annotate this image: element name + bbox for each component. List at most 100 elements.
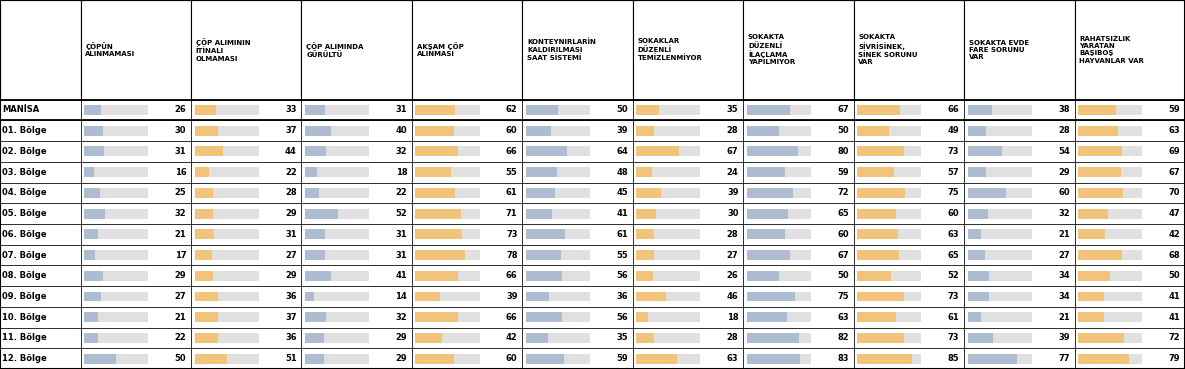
Bar (194, 271, 213, 281)
Bar (1075, 120, 1185, 141)
Bar (743, 0, 853, 100)
Bar (526, 105, 590, 115)
Bar (857, 146, 904, 156)
Text: 50: 50 (174, 354, 186, 363)
Bar (416, 292, 441, 301)
Bar (84, 167, 148, 177)
Bar (305, 188, 369, 198)
Text: 73: 73 (948, 147, 960, 156)
Bar (0, 348, 81, 369)
Bar (81, 100, 191, 120)
Text: 39: 39 (1058, 334, 1070, 342)
Bar (305, 126, 369, 136)
Text: 36: 36 (616, 292, 628, 301)
Text: 39: 39 (726, 188, 738, 197)
Text: 60: 60 (1058, 188, 1070, 197)
Text: 37: 37 (286, 126, 296, 135)
Text: 70: 70 (1168, 188, 1180, 197)
Bar (301, 328, 412, 348)
Bar (853, 348, 965, 369)
Bar (0, 141, 81, 162)
Text: 21: 21 (1058, 230, 1070, 239)
Bar (636, 188, 661, 198)
Text: RAHATSIZLIK
YARATAN
BAŞIBOŞ
HAYVANLAR VAR: RAHATSIZLIK YARATAN BAŞIBOŞ HAYVANLAR VA… (1080, 36, 1145, 64)
Text: 68: 68 (1168, 251, 1180, 259)
Bar (81, 0, 191, 100)
Bar (84, 146, 104, 156)
Bar (1078, 188, 1142, 198)
Bar (1078, 271, 1142, 281)
Bar (857, 354, 911, 363)
Bar (191, 307, 301, 328)
Bar (747, 105, 789, 115)
Bar (968, 167, 986, 177)
Bar (526, 250, 562, 260)
Bar (857, 230, 921, 239)
Text: 49: 49 (948, 126, 960, 135)
Bar (523, 0, 633, 100)
Text: 63: 63 (948, 230, 960, 239)
Text: 18: 18 (396, 168, 408, 177)
Bar (968, 250, 1032, 260)
Bar (743, 307, 853, 328)
Text: 07. Bölge: 07. Bölge (2, 251, 47, 259)
Bar (968, 188, 1032, 198)
Bar (636, 333, 700, 343)
Text: 78: 78 (506, 251, 518, 259)
Text: 30: 30 (174, 126, 186, 135)
Text: 09. Bölge: 09. Bölge (2, 292, 47, 301)
Bar (412, 328, 523, 348)
Text: 12. Bölge: 12. Bölge (2, 354, 47, 363)
Text: 29: 29 (286, 209, 296, 218)
Bar (857, 312, 921, 322)
Bar (965, 141, 1075, 162)
Bar (416, 146, 480, 156)
Bar (305, 167, 369, 177)
Text: 21: 21 (174, 313, 186, 322)
Bar (194, 354, 228, 363)
Text: 31: 31 (396, 251, 408, 259)
Bar (191, 100, 301, 120)
Bar (747, 146, 798, 156)
Text: 27: 27 (726, 251, 738, 259)
Bar (968, 105, 992, 115)
Text: 77: 77 (1058, 354, 1070, 363)
Bar (416, 167, 450, 177)
Bar (81, 307, 191, 328)
Bar (526, 126, 551, 136)
Bar (1078, 312, 1142, 322)
Bar (968, 333, 993, 343)
Bar (523, 203, 633, 224)
Bar (523, 307, 633, 328)
Text: 05. Bölge: 05. Bölge (2, 209, 47, 218)
Bar (968, 312, 981, 322)
Text: 27: 27 (174, 292, 186, 301)
Bar (965, 0, 1075, 100)
Bar (301, 224, 412, 245)
Text: 72: 72 (838, 188, 848, 197)
Bar (747, 250, 789, 260)
Text: 02. Bölge: 02. Bölge (2, 147, 47, 156)
Text: 29: 29 (396, 354, 408, 363)
Bar (636, 333, 654, 343)
Bar (636, 312, 700, 322)
Bar (853, 120, 965, 141)
Bar (636, 312, 648, 322)
Bar (305, 208, 369, 218)
Bar (633, 245, 743, 265)
Bar (81, 162, 191, 183)
Bar (857, 333, 904, 343)
Bar (526, 208, 552, 218)
Bar (968, 105, 1032, 115)
Text: 14: 14 (396, 292, 408, 301)
Text: 67: 67 (1168, 168, 1180, 177)
Bar (968, 208, 1032, 218)
Bar (965, 183, 1075, 203)
Bar (523, 328, 633, 348)
Bar (526, 312, 562, 322)
Text: 55: 55 (616, 251, 628, 259)
Bar (743, 245, 853, 265)
Text: 64: 64 (616, 147, 628, 156)
Text: 21: 21 (174, 230, 186, 239)
Text: 75: 75 (948, 188, 960, 197)
